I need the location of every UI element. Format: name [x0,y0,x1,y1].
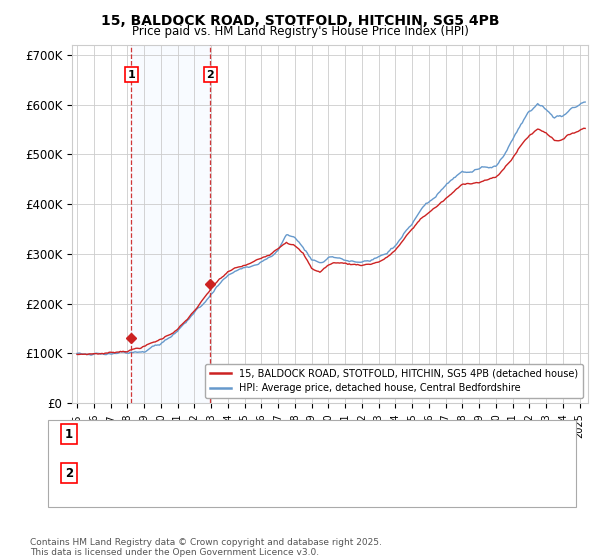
Legend: 15, BALDOCK ROAD, STOTFOLD, HITCHIN, SG5 4PB (detached house), HPI: Average pric: 15, BALDOCK ROAD, STOTFOLD, HITCHIN, SG5… [205,364,583,398]
Text: 1: 1 [65,427,73,441]
Text: 2: 2 [206,69,214,80]
Text: Contains HM Land Registry data © Crown copyright and database right 2025.
This d: Contains HM Land Registry data © Crown c… [30,538,382,557]
Text: 2: 2 [65,466,73,480]
Text: £240,000: £240,000 [222,466,278,480]
Text: 2% ↑ HPI: 2% ↑ HPI [348,427,403,441]
Text: 1: 1 [127,69,135,80]
Text: 13-DEC-2002: 13-DEC-2002 [93,466,171,480]
Text: 15, BALDOCK ROAD, STOTFOLD, HITCHIN, SG5 4PB: 15, BALDOCK ROAD, STOTFOLD, HITCHIN, SG5… [101,14,499,28]
Text: 30-MAR-1998: 30-MAR-1998 [93,427,172,441]
Bar [131,45,210,403]
Text: £130,000: £130,000 [222,427,278,441]
Text: Price paid vs. HM Land Registry's House Price Index (HPI): Price paid vs. HM Land Registry's House … [131,25,469,38]
Text: 9% ↓ HPI: 9% ↓ HPI [348,466,403,480]
